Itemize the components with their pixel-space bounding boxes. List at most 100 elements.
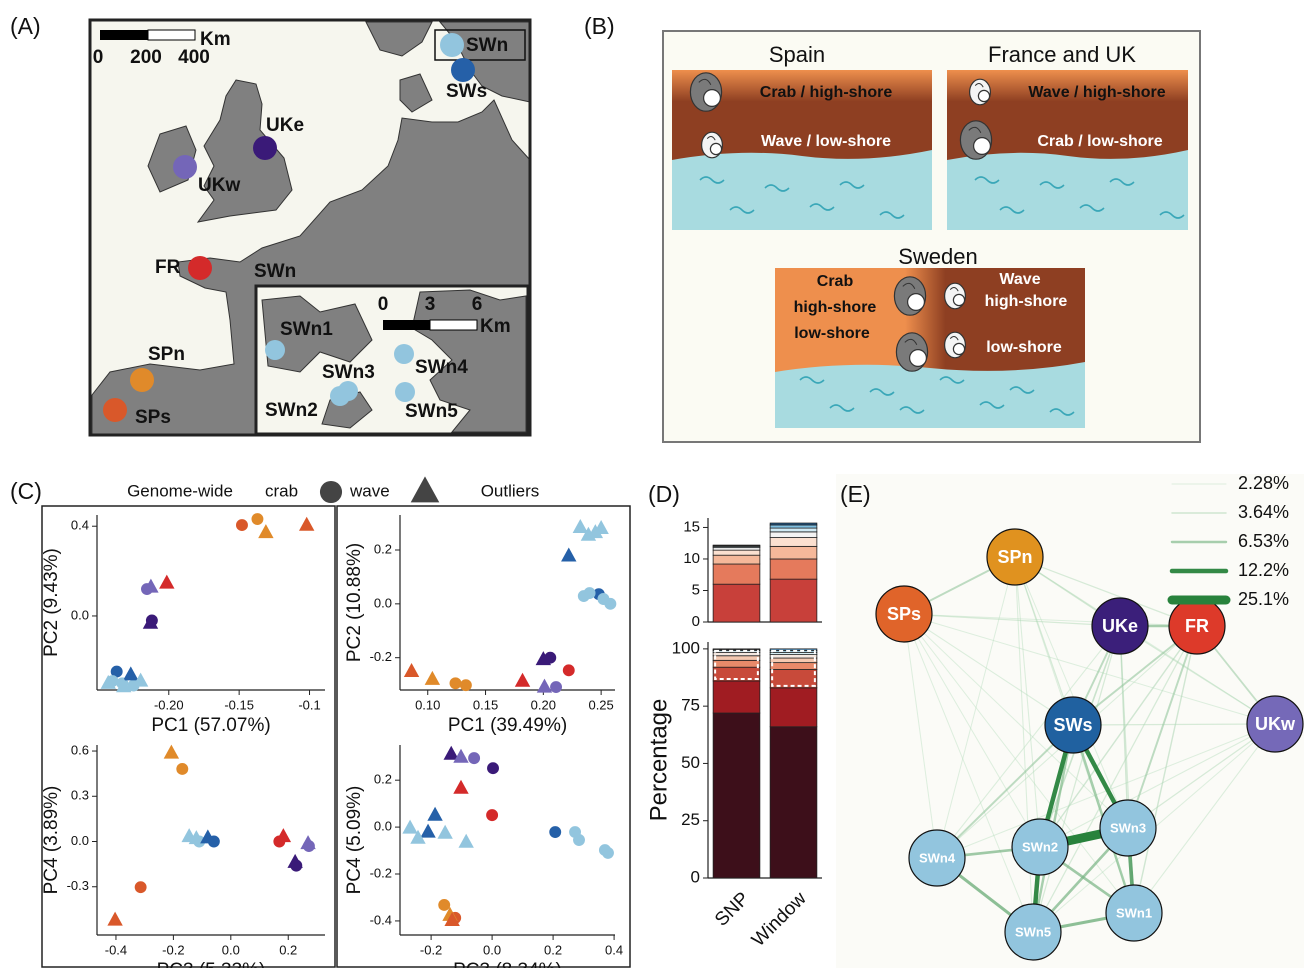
edge (903, 613, 1074, 726)
point (287, 853, 303, 868)
x-tick-label: -0.15 (224, 697, 254, 712)
site-label: UKe (266, 115, 304, 136)
y-tick-label: 0.0 (374, 595, 392, 610)
chart-title: Outliers (481, 481, 540, 500)
point (453, 748, 469, 763)
scene-label: high-shore (985, 293, 1068, 310)
snail-spiral (949, 336, 959, 341)
bar-segment (712, 583, 761, 623)
wave-line (939, 376, 965, 384)
snail-aperture (702, 88, 721, 107)
point (275, 828, 292, 843)
x-tick-label: 0.20 (531, 697, 556, 712)
point (107, 911, 123, 926)
point (443, 745, 459, 760)
edge (936, 556, 1016, 859)
point (100, 674, 116, 689)
site-label: UKw (198, 175, 240, 196)
node-label: SPs (887, 604, 921, 624)
y-tick-label: 0.6 (71, 742, 89, 757)
edge (1072, 723, 1276, 726)
bar-segment (769, 654, 818, 659)
edge (1127, 723, 1276, 829)
legend-marker (319, 480, 343, 504)
y-axis-label: PC2 (10.88%) (344, 543, 365, 662)
snail (689, 72, 723, 112)
edge (1014, 556, 1129, 829)
y-tick-label: 5 (692, 581, 700, 598)
water (672, 150, 932, 230)
y-tick-label: -0.3 (67, 878, 89, 893)
wave-line (1049, 408, 1075, 416)
water (775, 362, 1085, 428)
y-tick-label: 0.4 (71, 518, 89, 533)
point (424, 670, 441, 685)
site-label: SWs (446, 81, 487, 102)
y-axis-label: PC4 (5.09%) (344, 786, 365, 895)
inset-island (261, 295, 373, 373)
point (514, 672, 531, 687)
scene-label: Wave / high-shore (1028, 84, 1165, 101)
edge (903, 613, 1034, 933)
norway-land (365, 21, 433, 57)
legend-label: 3.64% (1238, 502, 1289, 522)
site-marker (440, 33, 464, 57)
bar-segment (769, 537, 818, 547)
scale-label: 200 (130, 47, 162, 68)
x-tick-label: 0.2 (279, 942, 297, 957)
point (487, 762, 499, 775)
snail (943, 331, 966, 359)
snail-aperture (952, 293, 966, 307)
scene-title: France and UK (988, 42, 1136, 67)
legend-marker (410, 476, 440, 503)
snail-spiral (698, 78, 712, 86)
node-label: FR (1185, 616, 1209, 636)
snail (968, 78, 991, 106)
node (1011, 818, 1069, 876)
edge (936, 625, 1121, 859)
bar-segment (769, 527, 818, 533)
panel-label: (B) (584, 13, 615, 39)
legend-label: 12.2% (1238, 560, 1289, 580)
node-label: SWs (1053, 715, 1092, 735)
scale-bar (100, 30, 148, 40)
scene-label: Crab / high-shore (760, 84, 893, 101)
site-marker (451, 58, 475, 82)
site-label: FR (155, 257, 181, 278)
node (1246, 695, 1304, 753)
panel-label: (E) (840, 481, 871, 507)
site-label: SWn3 (322, 362, 375, 383)
snail-spiral (904, 338, 918, 346)
wave-line (729, 206, 755, 214)
site-label: SWn4 (415, 357, 468, 378)
point (458, 833, 474, 848)
bar-segment (769, 662, 818, 670)
x-axis-label: PC3 (5.33%) (157, 960, 266, 968)
point (427, 806, 443, 821)
legend-label: 6.53% (1238, 531, 1289, 551)
x-tick-label: -0.2 (162, 942, 184, 957)
point (299, 516, 315, 531)
point (110, 665, 123, 678)
point (258, 524, 274, 539)
bar-segment (712, 680, 761, 714)
point (438, 899, 451, 911)
site-marker (130, 368, 154, 392)
node (1099, 799, 1157, 857)
edge (903, 613, 938, 859)
highlight-box (714, 649, 759, 680)
site-label: SWn (466, 35, 508, 56)
wave-line (839, 181, 865, 189)
point (549, 826, 562, 838)
site-marker (173, 155, 197, 179)
point (163, 744, 180, 759)
snail-spiral (974, 83, 984, 88)
point (593, 520, 609, 535)
site-label: SWn2 (265, 400, 318, 421)
bar-segment (712, 554, 761, 565)
scene-label: high-shore (794, 299, 877, 316)
point (550, 681, 562, 693)
y-axis-label: PC4 (3.89%) (41, 786, 62, 895)
